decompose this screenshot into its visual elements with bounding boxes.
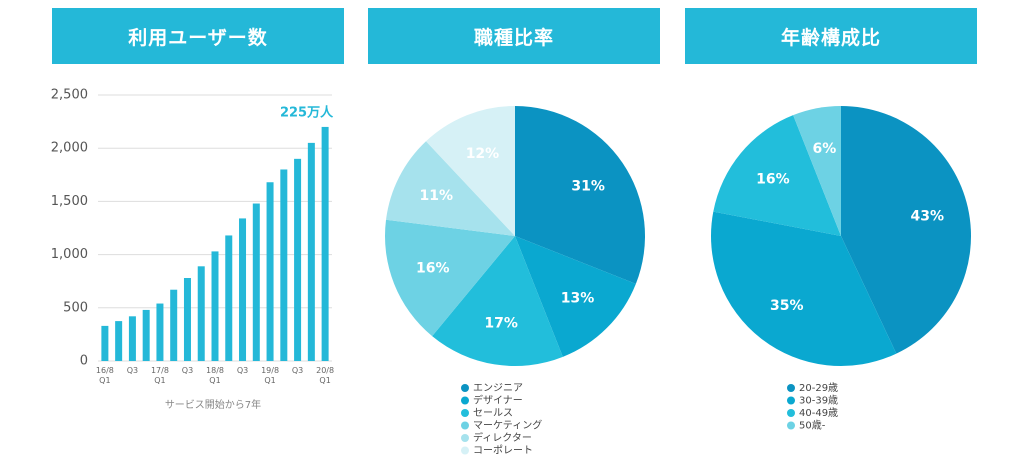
bar: [239, 218, 247, 361]
data-label: 13%: [561, 291, 595, 307]
y-tick-label: 0: [80, 354, 88, 369]
bar: [307, 142, 315, 361]
bar: [170, 289, 178, 361]
legend-label: ディレクター: [473, 431, 532, 444]
bar: [321, 126, 329, 361]
data-label: 31%: [571, 178, 605, 194]
y-tick-label: 1,000: [51, 247, 88, 262]
legend-marker: [461, 384, 469, 392]
legend-marker: [461, 434, 469, 442]
x-tick-label: Q3: [291, 366, 304, 375]
y-tick-label: 1,500: [51, 194, 88, 209]
pie-slice: [713, 115, 841, 236]
legend-label: 50歳-: [799, 420, 826, 432]
bar: [294, 158, 302, 361]
legend-label: デザイナー: [473, 394, 523, 407]
bar: [197, 266, 205, 361]
legend-marker: [461, 421, 469, 430]
y-tick-label: 2,500: [51, 88, 88, 103]
pie-slice: [841, 106, 971, 354]
bar: [101, 325, 109, 361]
pie-slice: [515, 236, 636, 357]
bar: [183, 278, 191, 361]
legend-marker: [787, 396, 795, 405]
bar: [115, 321, 123, 361]
legend-label: セールス: [473, 407, 513, 419]
data-label: 12%: [466, 146, 500, 162]
legend-label: コーポレート: [473, 445, 533, 457]
pie-slice: [432, 236, 563, 366]
data-label: 16%: [756, 172, 790, 188]
chart-title: 職種比率: [368, 8, 660, 64]
bar: [128, 316, 136, 361]
y-tick-label: 2,000: [51, 141, 88, 156]
data-label: 43%: [911, 209, 945, 225]
legend-marker: [787, 384, 795, 392]
pie-slice: [515, 106, 646, 284]
bar: [211, 251, 219, 361]
pie-slice: [426, 106, 515, 236]
chart-title: 年齢構成比: [685, 8, 977, 64]
data-label: 17%: [484, 315, 518, 331]
annotation: 225万人: [280, 104, 334, 120]
legend-marker: [787, 421, 795, 430]
bar: [266, 182, 274, 361]
x-tick-label: 20/8 Q1: [316, 366, 335, 385]
pie-slice: [793, 106, 841, 236]
x-axis-label: サービス開始から7年: [165, 398, 261, 411]
data-label: 35%: [770, 298, 804, 314]
chart-title: 利用ユーザー数: [52, 8, 344, 64]
legend-marker: [787, 409, 795, 417]
pie-slice: [385, 219, 515, 337]
x-tick-label: 17/8 Q1: [150, 366, 169, 385]
pie-slice: [711, 211, 897, 366]
bar: [156, 303, 164, 361]
data-label: 11%: [419, 188, 453, 204]
legend-marker: [461, 396, 469, 405]
legend-marker: [461, 409, 469, 417]
bar: [142, 309, 150, 361]
bar: [280, 169, 288, 361]
data-label: 6%: [813, 141, 837, 157]
pie-slice: [386, 141, 515, 236]
x-tick-label: 19/8 Q1: [261, 366, 280, 385]
legend-label: 40-49歳: [799, 407, 838, 419]
x-tick-label: Q3: [181, 366, 194, 375]
x-tick-label: Q3: [126, 366, 139, 375]
legend-label: エンジニア: [473, 383, 523, 394]
x-tick-label: Q3: [236, 366, 249, 375]
bar: [225, 235, 233, 361]
legend-label: マーケティング: [473, 419, 542, 432]
legend-label: 20-29歳: [799, 382, 838, 394]
x-tick-label: 18/8 Q1: [206, 366, 224, 385]
data-label: 16%: [416, 261, 450, 277]
x-tick-label: 16/8 Q1: [95, 366, 114, 385]
y-tick-label: 500: [63, 300, 88, 315]
legend-marker: [461, 446, 469, 455]
bar: [252, 203, 260, 361]
legend-label: 30-39歳: [799, 395, 838, 407]
